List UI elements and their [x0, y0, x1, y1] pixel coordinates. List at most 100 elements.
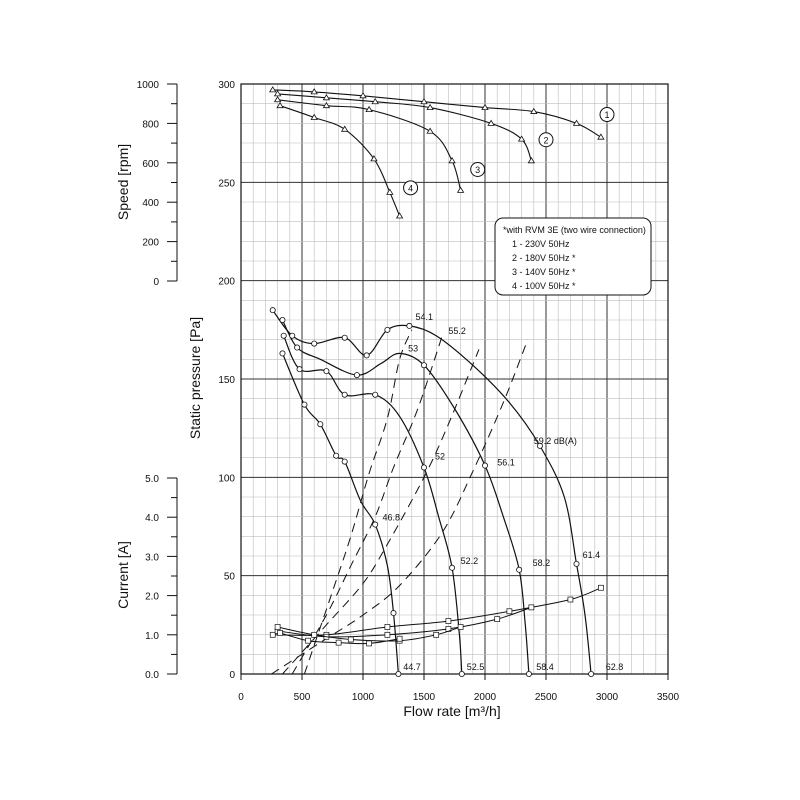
pressure-marker [449, 564, 456, 571]
pressure-marker [395, 671, 402, 678]
legend-title: *with RVM 3E (two wire connection) [503, 225, 646, 235]
pressure-marker [269, 307, 276, 314]
tick-labels: 0 500 1000 1500 2000 2500 3000 3500050100150200… [137, 80, 680, 703]
pressure-tick-label: 50 [224, 572, 236, 583]
current-marker [305, 637, 311, 644]
curve-labels: 54.1 55.2 53 59.2 dB(A) 56.1 52 46.8 61.4 52.2 58… [383, 312, 624, 672]
pressure-marker [481, 462, 488, 469]
current-axis-title: Current [A] [115, 541, 131, 609]
pressure-marker [588, 671, 595, 678]
current-tick-label: 4.0 [145, 513, 159, 524]
curve-number-circle [403, 180, 419, 196]
pressure-marker [280, 332, 287, 339]
speed-marker [370, 155, 378, 162]
speed-marker [340, 125, 349, 132]
speed-marker [527, 157, 536, 164]
pressure-curve-4 [281, 353, 399, 675]
pressure-marker [363, 352, 370, 359]
speed-marker [386, 188, 394, 195]
pressure-marker [311, 340, 318, 347]
speed-marker [273, 95, 282, 103]
current-tick-label: 5.0 [145, 474, 159, 485]
speed-marker [276, 101, 284, 109]
legend-entry: 3 - 140V 50Hz * [512, 267, 576, 277]
legend-entry: 4 - 100V 50Hz * [512, 281, 576, 291]
current-curves [269, 584, 604, 647]
pressure-axis-title: Static pressure [Pa] [187, 317, 203, 439]
noise-line-52.5 [282, 349, 480, 675]
curve-number-label: 3 [475, 165, 480, 175]
current-marker [598, 584, 604, 591]
curve-number-label: 1 [604, 110, 609, 120]
noise-level-label: 52 [435, 452, 445, 462]
noise-level-label: 52.2 [461, 556, 479, 566]
pressure-marker [341, 458, 348, 465]
speed-marker [448, 157, 456, 164]
speed-tick-label: 1000 [137, 80, 160, 91]
current-marker [274, 624, 281, 630]
speed-marker [269, 86, 277, 93]
pressure-marker [289, 332, 296, 339]
speed-marker [273, 90, 282, 97]
current-marker [494, 616, 501, 622]
noise-level-label: 52.5 [467, 662, 485, 672]
noise-line-58.4 [291, 335, 443, 675]
current-tick-label: 0.0 [145, 670, 159, 681]
x-tick-label: 500 [294, 692, 311, 703]
pressure-marker [317, 421, 324, 428]
speed-marker [420, 97, 428, 105]
speed-marker [310, 88, 318, 95]
curve-number-circle [599, 107, 615, 123]
pressure-marker [573, 560, 580, 567]
current-curve-1 [272, 587, 602, 636]
speed-marker [597, 133, 605, 140]
noise-level-label: 56.1 [497, 458, 515, 468]
speed-tick-label: 600 [142, 159, 159, 170]
current-marker [528, 604, 535, 611]
current-marker [347, 636, 354, 643]
curve-number-circle [538, 132, 554, 148]
current-marker [335, 639, 342, 646]
current-marker [311, 631, 318, 638]
speed-marker [530, 107, 538, 114]
speed-curve-3 [277, 99, 462, 191]
current-marker [506, 608, 513, 615]
noise-line-62.8 [303, 329, 413, 675]
pressure-marker [323, 368, 330, 375]
noise-level-label: 59.2 dB(A) [534, 436, 577, 446]
speed-marker [395, 212, 404, 219]
speed-curve-4 [279, 105, 401, 217]
legend-entry: 1 - 230V 50Hz [512, 239, 570, 249]
x-tick-label: 0 [238, 692, 244, 703]
pressure-tick-label: 300 [218, 80, 235, 91]
pressure-marker [516, 566, 523, 573]
speed-marker [487, 119, 495, 126]
pressure-tick-label: 250 [218, 178, 235, 189]
current-marker [277, 629, 283, 636]
current-marker [384, 624, 391, 630]
pressure-marker [525, 671, 532, 678]
pressure-marker [372, 521, 379, 528]
pressure-marker [333, 452, 340, 459]
pressure-tick-label: 150 [218, 375, 235, 386]
pressure-curve-3 [283, 335, 463, 675]
noise-level-label: 58.2 [533, 558, 551, 568]
pressure-marker [372, 391, 379, 398]
speed-marker [322, 94, 331, 101]
pressure-marker [296, 366, 303, 373]
pressure-marker [279, 350, 286, 357]
pressure-marker [341, 334, 348, 341]
current-marker [269, 631, 276, 638]
pressure-marker [406, 322, 413, 329]
pressure-marker [341, 391, 348, 398]
speed-marker [426, 127, 434, 134]
speed-marker [371, 97, 379, 105]
curve-number-label: 4 [408, 183, 413, 193]
legend-entry: 2 - 180V 50Hz * [512, 253, 576, 263]
noise-level-label: 44.7 [403, 662, 421, 672]
grid [240, 83, 669, 675]
pressure-marker [279, 316, 286, 323]
noise-level-label: 46.8 [383, 513, 401, 523]
current-marker [457, 624, 464, 630]
